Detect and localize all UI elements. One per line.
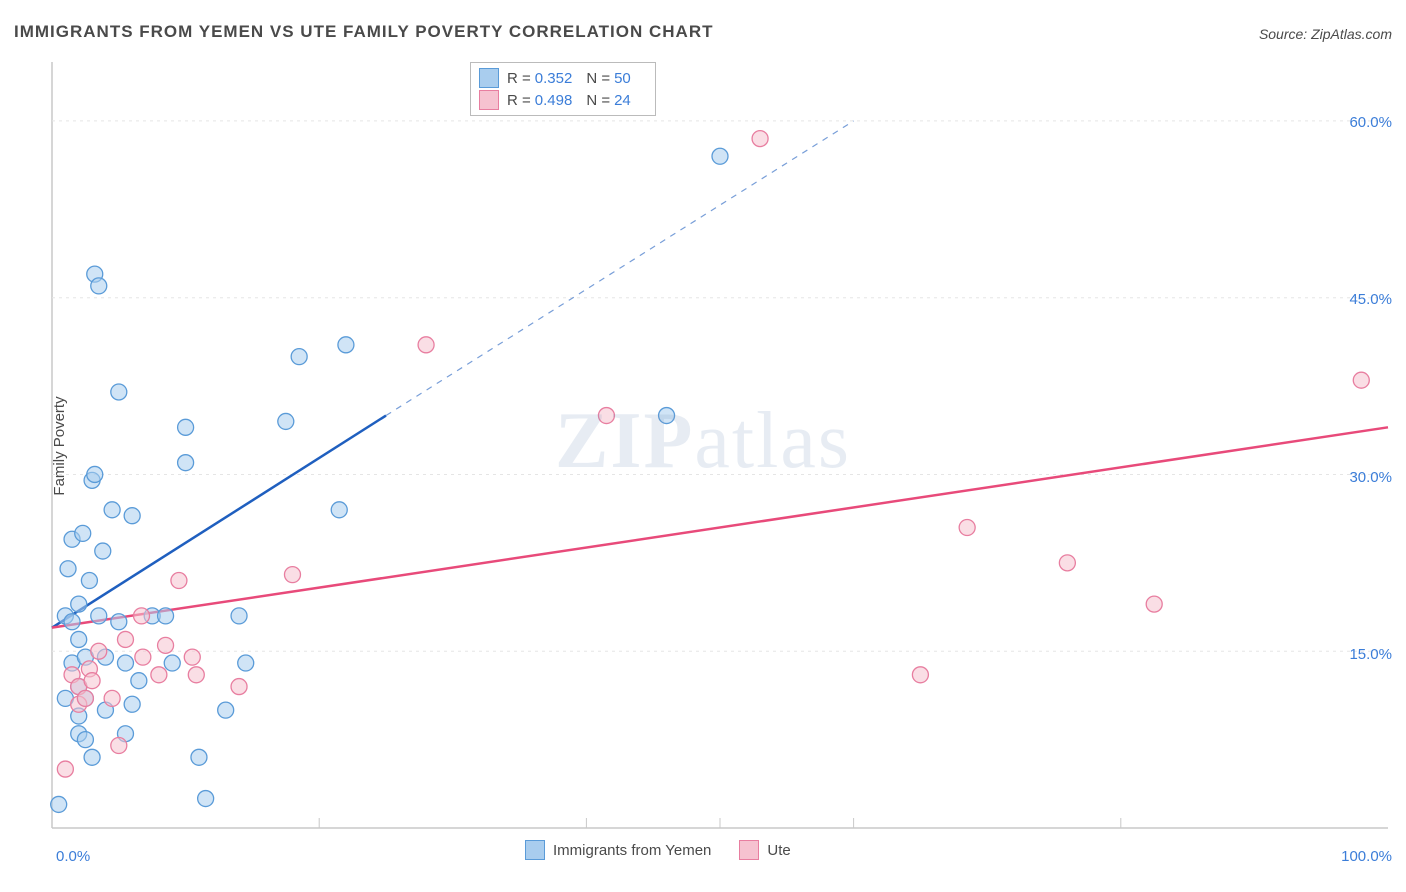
legend-label: Ute: [767, 842, 790, 859]
swatch-icon: [739, 840, 759, 860]
source-value: ZipAtlas.com: [1311, 26, 1392, 42]
legend-row-yemen: R = 0.352 N = 50: [479, 67, 645, 89]
legend-row-ute: R = 0.498 N = 24: [479, 89, 645, 111]
series-legend: Immigrants from Yemen Ute: [525, 840, 819, 860]
legend-label: Immigrants from Yemen: [553, 842, 711, 859]
chart-title: IMMIGRANTS FROM YEMEN VS UTE FAMILY POVE…: [14, 22, 714, 42]
n-value: 50: [614, 70, 645, 87]
swatch-icon: [479, 68, 499, 88]
swatch-icon: [479, 90, 499, 110]
scatter-plot-area: [50, 60, 1392, 830]
y-tick-label: 15.0%: [1349, 646, 1392, 663]
correlation-legend: R = 0.352 N = 50 R = 0.498 N = 24: [470, 62, 656, 116]
y-tick-label: 30.0%: [1349, 469, 1392, 486]
legend-item-yemen: Immigrants from Yemen: [525, 840, 711, 860]
source-label: Source:: [1259, 26, 1307, 42]
x-tick-label: 0.0%: [56, 848, 90, 865]
r-value: 0.352: [535, 70, 587, 87]
legend-item-ute: Ute: [739, 840, 790, 860]
n-label: N =: [586, 92, 614, 109]
r-label: R =: [507, 92, 535, 109]
n-label: N =: [586, 70, 614, 87]
r-value: 0.498: [535, 92, 587, 109]
scatter-plot-svg: [50, 60, 1392, 830]
r-label: R =: [507, 70, 535, 87]
n-value: 24: [614, 92, 645, 109]
swatch-icon: [525, 840, 545, 860]
x-tick-label: 100.0%: [1341, 848, 1392, 865]
y-tick-label: 60.0%: [1349, 114, 1392, 131]
y-tick-label: 45.0%: [1349, 291, 1392, 308]
source-credit: Source: ZipAtlas.com: [1259, 26, 1392, 42]
